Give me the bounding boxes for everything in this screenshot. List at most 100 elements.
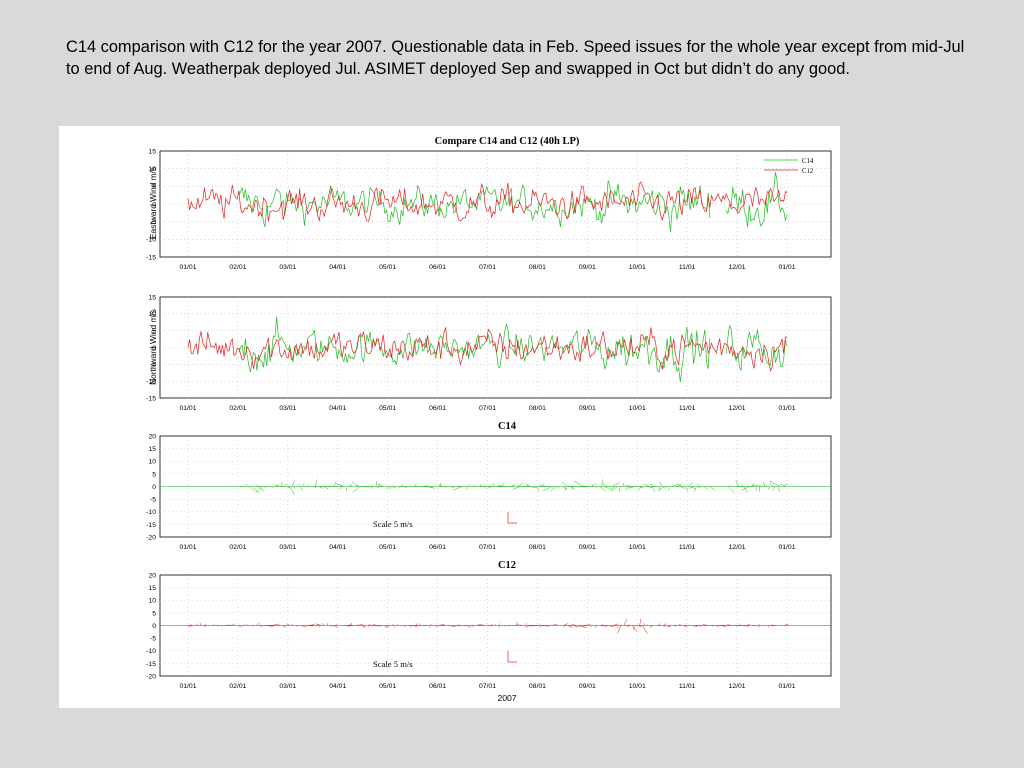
c12-stick (409, 625, 412, 628)
x-tick-label: 08/01 (529, 264, 546, 271)
y-tick-label: 0 (152, 484, 156, 491)
x-tick-label: 11/01 (679, 405, 696, 412)
y-tick-label: 20 (148, 572, 156, 579)
c12-stick (326, 622, 329, 626)
c14-stick (604, 486, 610, 489)
x-tick-label: 04/01 (329, 264, 346, 271)
y-tick-label: 10 (148, 598, 156, 605)
legend-c14-label: C14 (802, 158, 814, 165)
northward-ylabel: Northward Wind m/s (148, 309, 158, 385)
c14-stick (691, 486, 696, 490)
panel-0: 15 10 5 0 -5 -10 -15 01/01 02/01 03/01 04/01 05/01 0… (146, 148, 832, 271)
c14-stick (602, 483, 608, 487)
y-tick-label: 15 (148, 148, 156, 155)
c14-stick (769, 480, 781, 487)
c14-stick (255, 486, 264, 493)
y-tick-label: 10 (148, 166, 156, 173)
x-tick-label: 10/01 (629, 683, 646, 690)
c12-stick (594, 625, 596, 629)
c14-stick (557, 486, 561, 489)
c14-stick (377, 483, 384, 487)
x-tick-label: 09/01 (579, 264, 596, 271)
y-tick-label: 20 (148, 433, 156, 440)
x-tick-label: 07/01 (479, 405, 496, 412)
figure-panel: Compare C14 and C12 (40h LP) C14 C12 Eas… (59, 126, 840, 708)
panel-1: 15 10 5 0 -5 -10 -15 01/01 02/01 03/01 04/01 05/01 0… (146, 294, 832, 412)
c12-stick (321, 623, 325, 626)
x-tick-label: 09/01 (579, 544, 596, 551)
c14-stick (727, 486, 735, 494)
c14-stick (466, 486, 469, 490)
c14-stick (685, 486, 688, 492)
x-tick-label: 10/01 (629, 264, 646, 271)
c12-stick (363, 625, 366, 628)
c14-scale-label: Scale 5 m/s (373, 519, 413, 529)
c14-stick (651, 486, 656, 493)
c14-stick (677, 482, 682, 487)
x-tick-label: 12/01 (729, 544, 746, 551)
c14-stick (637, 486, 642, 492)
x-tick-label: 01/01 (179, 405, 196, 412)
x-tick-label: 03/01 (279, 683, 296, 690)
c14-stick (378, 483, 380, 487)
x-tick-label: 03/01 (279, 264, 296, 271)
c14-stick (431, 486, 435, 490)
c14-stick (388, 486, 392, 490)
c14-stick (591, 483, 597, 487)
c12-stick (498, 623, 501, 626)
y-tick-label: 0 (152, 201, 156, 208)
x-tick-label: 11/01 (679, 264, 696, 271)
y-tick-label: -15 (146, 254, 156, 261)
x-tick-label: 05/01 (379, 544, 396, 551)
x-tick-label: 01/01 (778, 683, 795, 690)
x-tick-label: 12/01 (729, 264, 746, 271)
c14-stick (501, 482, 505, 487)
c12-stick (642, 625, 648, 634)
x-tick-label: 06/01 (429, 683, 446, 690)
c14-stick (415, 483, 417, 487)
c14-stick (609, 486, 611, 490)
c14-stick (535, 486, 540, 492)
x-tick-label: 06/01 (429, 405, 446, 412)
c12-stick (334, 625, 338, 628)
y-tick-label: 15 (148, 446, 156, 453)
c14-stick (333, 482, 337, 487)
x-tick-label: 04/01 (329, 683, 346, 690)
x-tick-label: 06/01 (429, 544, 446, 551)
x-tick-label: 03/01 (279, 544, 296, 551)
y-tick-label: 10 (148, 311, 156, 318)
c14-stick (688, 486, 694, 489)
c14-stick (612, 482, 620, 487)
c14-stick (276, 484, 278, 487)
x-tick-label: 01/01 (179, 264, 196, 271)
c14-stick (291, 480, 295, 487)
c12-stick (616, 625, 622, 634)
c12-stick (563, 623, 569, 626)
c12-series-line (187, 327, 788, 372)
x-tick-label: 01/01 (179, 683, 196, 690)
c14-stick (573, 480, 584, 487)
y-tick-label: 5 (152, 184, 156, 191)
c14-stick (599, 486, 606, 492)
y-tick-label: 10 (148, 459, 156, 466)
c14-stick (680, 486, 686, 489)
x-tick-label: 02/01 (229, 264, 246, 271)
x-tick-label: 02/01 (229, 683, 246, 690)
x-tick-label: 07/01 (479, 544, 496, 551)
c14-series-line (238, 316, 788, 383)
x-tick-label: 06/01 (429, 264, 446, 271)
x-tick-label: 04/01 (329, 405, 346, 412)
y-tick-label: -10 (146, 648, 156, 655)
c14-stick (339, 486, 343, 490)
y-tick-label: 15 (148, 294, 156, 301)
c14-stick (281, 482, 283, 487)
y-tick-label: 0 (152, 345, 156, 352)
x-tick-label: 09/01 (579, 405, 596, 412)
x-tick-label: 10/01 (629, 544, 646, 551)
c14-stick (299, 486, 303, 491)
x-tick-label: 01/01 (778, 264, 795, 271)
c12-stick (633, 625, 635, 630)
x-tick-label: 03/01 (279, 405, 296, 412)
c14-stick (318, 486, 323, 489)
c12-stick (350, 623, 352, 626)
